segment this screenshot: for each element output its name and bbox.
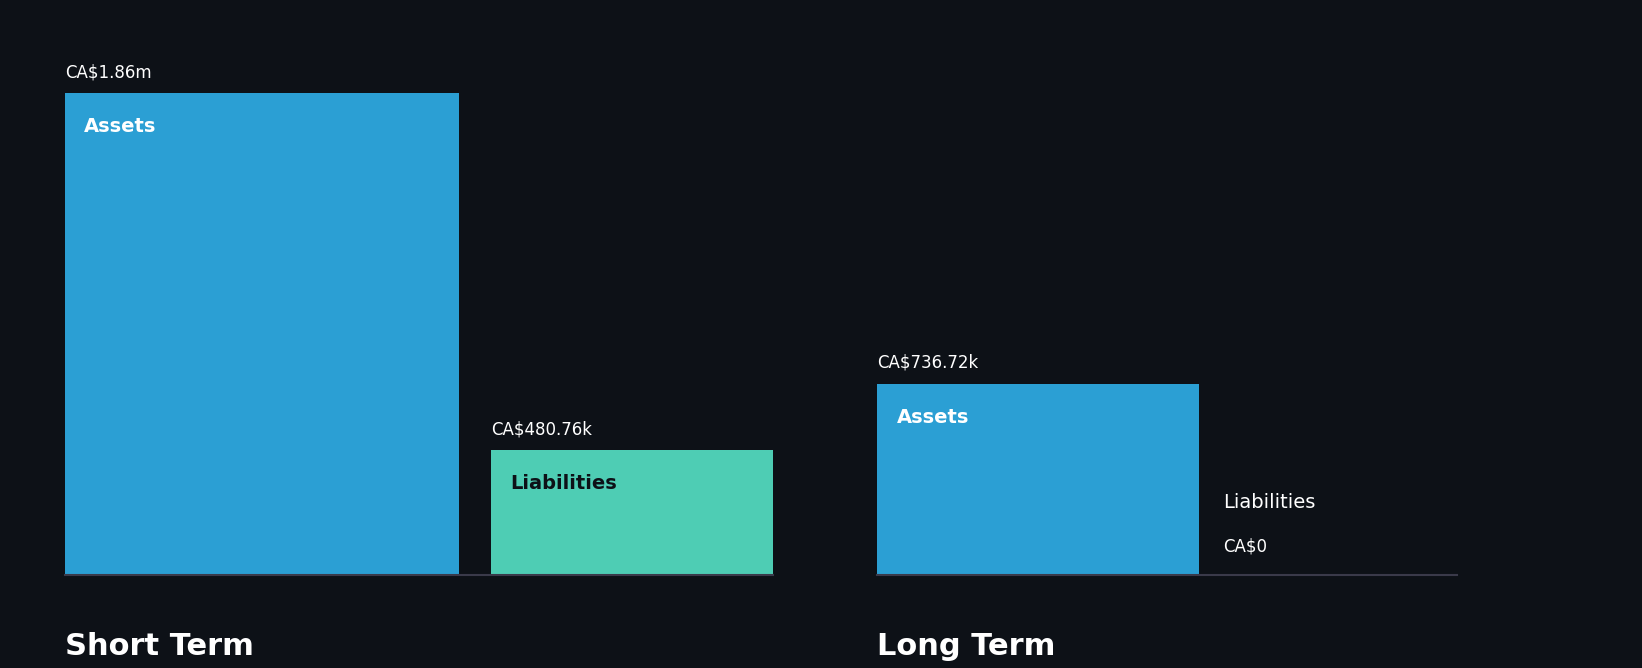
Bar xyxy=(64,94,458,574)
Text: Long Term: Long Term xyxy=(877,633,1056,661)
Bar xyxy=(491,450,773,574)
Text: Liabilities: Liabilities xyxy=(511,474,617,494)
Text: Assets: Assets xyxy=(84,118,156,136)
Bar xyxy=(877,384,1199,574)
Text: Assets: Assets xyxy=(897,408,969,427)
Text: CA$736.72k: CA$736.72k xyxy=(877,354,979,372)
Text: CA$1.86m: CA$1.86m xyxy=(64,63,151,81)
Text: CA$0: CA$0 xyxy=(1223,538,1268,555)
Text: Short Term: Short Term xyxy=(64,633,253,661)
Text: Liabilities: Liabilities xyxy=(1223,493,1315,512)
Text: CA$480.76k: CA$480.76k xyxy=(491,420,593,438)
